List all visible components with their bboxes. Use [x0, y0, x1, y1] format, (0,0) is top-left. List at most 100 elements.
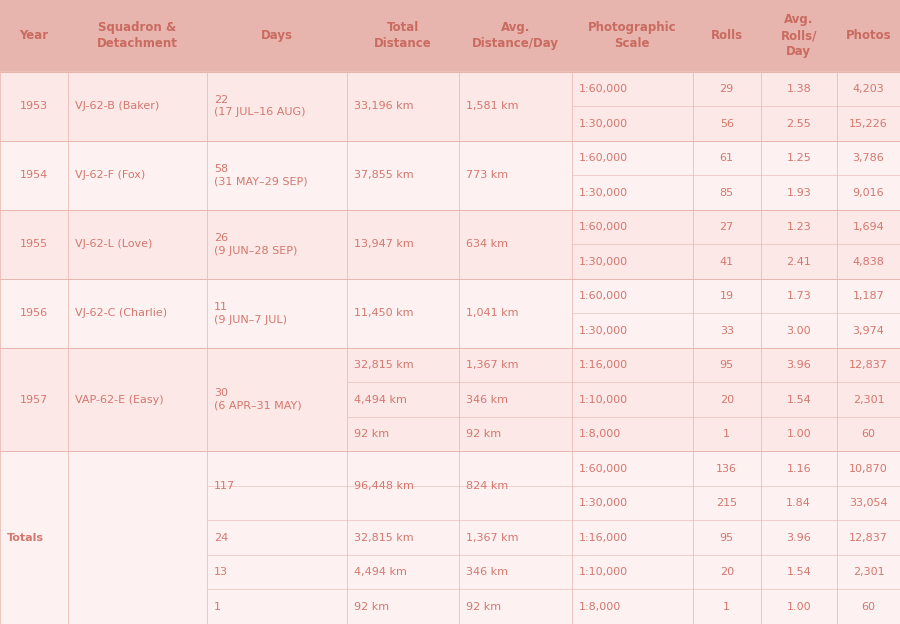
- Text: 346 km: 346 km: [466, 567, 508, 577]
- Text: 19: 19: [720, 291, 733, 301]
- Text: 1:60,000: 1:60,000: [579, 291, 628, 301]
- Text: 215: 215: [716, 498, 737, 508]
- Text: 1:8,000: 1:8,000: [579, 429, 621, 439]
- Text: 1:30,000: 1:30,000: [579, 119, 628, 129]
- Text: 92 km: 92 km: [466, 602, 501, 612]
- Text: 1: 1: [214, 602, 221, 612]
- Text: 1.00: 1.00: [787, 429, 811, 439]
- Text: 33,196 km: 33,196 km: [354, 101, 413, 111]
- Text: 3,974: 3,974: [852, 326, 885, 336]
- Text: 85: 85: [720, 188, 733, 198]
- Text: 1.84: 1.84: [787, 498, 811, 508]
- Text: 61: 61: [720, 153, 733, 163]
- Text: 22
(17 JUL–16 AUG): 22 (17 JUL–16 AUG): [214, 95, 306, 117]
- Text: 33: 33: [720, 326, 733, 336]
- Text: Totals: Totals: [7, 533, 44, 543]
- Text: 9,016: 9,016: [852, 188, 885, 198]
- Bar: [0, 451, 900, 624]
- Text: 1,041 km: 1,041 km: [466, 308, 518, 318]
- Text: 1953: 1953: [20, 101, 48, 111]
- Text: 27: 27: [720, 222, 733, 232]
- Text: 60: 60: [861, 602, 876, 612]
- Text: 92 km: 92 km: [354, 602, 389, 612]
- Text: 1,367 km: 1,367 km: [466, 533, 518, 543]
- Text: 32,815 km: 32,815 km: [354, 533, 413, 543]
- Text: Avg.
Rolls/
Day: Avg. Rolls/ Day: [780, 13, 817, 59]
- Text: 1:10,000: 1:10,000: [579, 567, 628, 577]
- Text: 1:60,000: 1:60,000: [579, 153, 628, 163]
- Text: 1:16,000: 1:16,000: [579, 360, 628, 370]
- Text: 92 km: 92 km: [466, 429, 501, 439]
- Text: 1957: 1957: [20, 394, 48, 404]
- Text: 60: 60: [861, 429, 876, 439]
- Bar: [0, 279, 900, 348]
- Text: 136: 136: [716, 464, 737, 474]
- Text: 2.55: 2.55: [787, 119, 811, 129]
- Text: 4,838: 4,838: [852, 256, 885, 266]
- Text: 824 km: 824 km: [466, 481, 508, 491]
- Text: 13,947 km: 13,947 km: [354, 240, 413, 250]
- Bar: [0, 210, 900, 279]
- Text: 30
(6 APR–31 MAY): 30 (6 APR–31 MAY): [214, 389, 302, 411]
- Text: 26
(9 JUN–28 SEP): 26 (9 JUN–28 SEP): [214, 233, 298, 256]
- Text: 1:60,000: 1:60,000: [579, 222, 628, 232]
- Text: 1:10,000: 1:10,000: [579, 394, 628, 404]
- Text: 3,786: 3,786: [852, 153, 885, 163]
- Bar: [0, 348, 900, 451]
- Text: 10,870: 10,870: [849, 464, 888, 474]
- Text: 1:30,000: 1:30,000: [579, 326, 628, 336]
- Text: 4,494 km: 4,494 km: [354, 394, 407, 404]
- Text: 20: 20: [720, 394, 733, 404]
- Text: 1,367 km: 1,367 km: [466, 360, 518, 370]
- Text: 1.23: 1.23: [787, 222, 811, 232]
- Text: Photographic
Scale: Photographic Scale: [588, 21, 677, 51]
- Text: 1: 1: [724, 602, 730, 612]
- Text: 1:30,000: 1:30,000: [579, 498, 628, 508]
- Text: Total
Distance: Total Distance: [374, 21, 432, 51]
- Text: 1,187: 1,187: [852, 291, 885, 301]
- Text: 95: 95: [720, 360, 733, 370]
- Text: 15,226: 15,226: [849, 119, 888, 129]
- Text: 1.16: 1.16: [787, 464, 811, 474]
- Text: 12,837: 12,837: [849, 533, 888, 543]
- Text: 773 km: 773 km: [466, 170, 508, 180]
- Bar: [0, 141, 900, 210]
- Text: 32,815 km: 32,815 km: [354, 360, 413, 370]
- Text: 1.93: 1.93: [787, 188, 811, 198]
- Text: 1.54: 1.54: [787, 394, 811, 404]
- Text: 1.38: 1.38: [787, 84, 811, 94]
- Text: 56: 56: [720, 119, 733, 129]
- Text: 1:30,000: 1:30,000: [579, 188, 628, 198]
- Text: Avg.
Distance/Day: Avg. Distance/Day: [472, 21, 559, 51]
- Text: VJ-62-C (Charlie): VJ-62-C (Charlie): [75, 308, 166, 318]
- Text: 11,450 km: 11,450 km: [354, 308, 413, 318]
- Text: Year: Year: [19, 29, 49, 42]
- Text: Photos: Photos: [846, 29, 891, 42]
- Text: 1:60,000: 1:60,000: [579, 84, 628, 94]
- Text: 11
(9 JUN–7 JUL): 11 (9 JUN–7 JUL): [214, 302, 287, 324]
- Text: 1.00: 1.00: [787, 602, 811, 612]
- Text: 58
(31 MAY–29 SEP): 58 (31 MAY–29 SEP): [214, 164, 308, 187]
- Text: 4,494 km: 4,494 km: [354, 567, 407, 577]
- Bar: [0, 0, 900, 72]
- Text: 29: 29: [720, 84, 733, 94]
- Text: 1.73: 1.73: [787, 291, 811, 301]
- Text: 1:60,000: 1:60,000: [579, 464, 628, 474]
- Text: 4,203: 4,203: [852, 84, 885, 94]
- Text: 1956: 1956: [20, 308, 48, 318]
- Bar: [0, 72, 900, 141]
- Text: Days: Days: [261, 29, 292, 42]
- Text: 1:16,000: 1:16,000: [579, 533, 628, 543]
- Text: 41: 41: [720, 256, 733, 266]
- Text: 92 km: 92 km: [354, 429, 389, 439]
- Text: 13: 13: [214, 567, 229, 577]
- Text: Rolls: Rolls: [711, 29, 742, 42]
- Text: VJ-62-F (Fox): VJ-62-F (Fox): [75, 170, 145, 180]
- Text: 1,694: 1,694: [852, 222, 885, 232]
- Text: 96,448 km: 96,448 km: [354, 481, 414, 491]
- Text: 12,837: 12,837: [849, 360, 888, 370]
- Text: 1.25: 1.25: [787, 153, 811, 163]
- Text: 95: 95: [720, 533, 733, 543]
- Text: 3.96: 3.96: [787, 360, 811, 370]
- Text: 346 km: 346 km: [466, 394, 508, 404]
